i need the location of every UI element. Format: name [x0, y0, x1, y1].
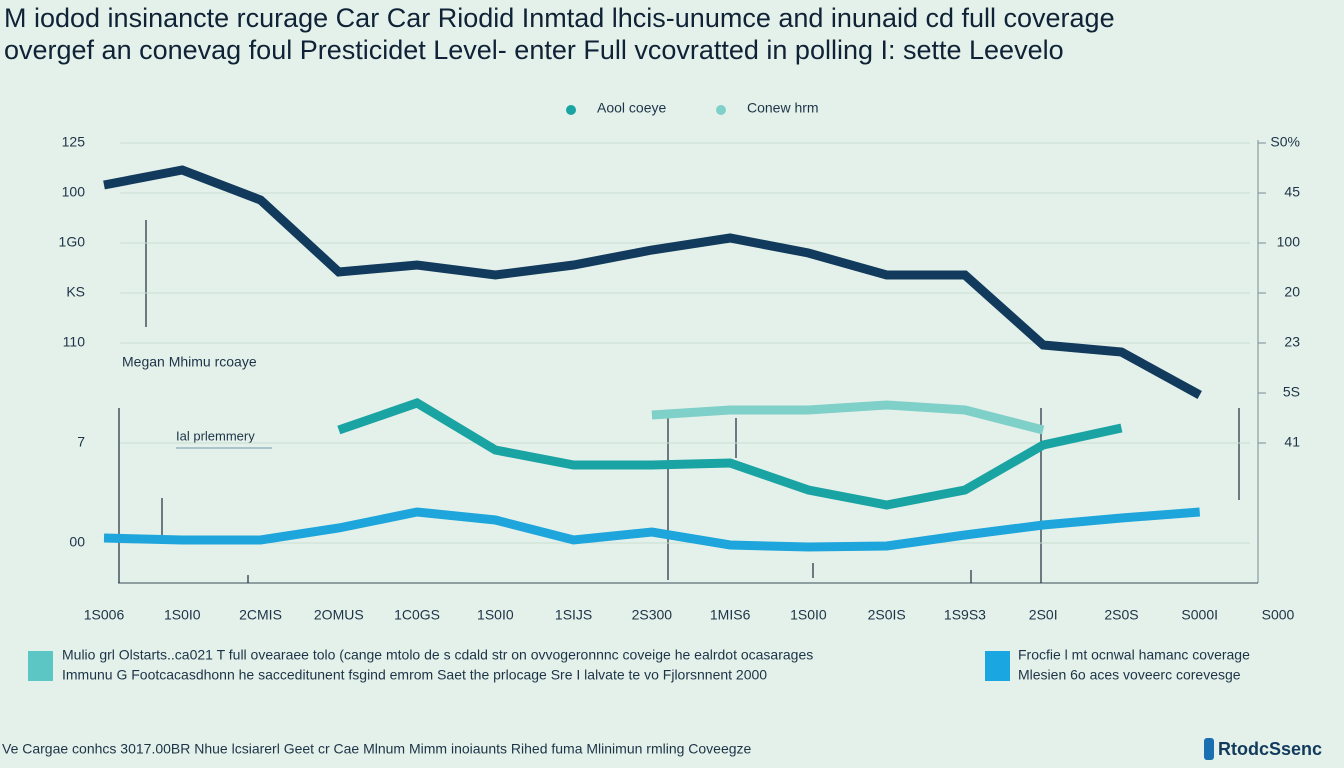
x-tick-label: 1S0I0	[477, 607, 514, 623]
x-tick-label: 1S0I0	[164, 607, 201, 623]
logo-icon	[1204, 738, 1214, 760]
y2-tick-label: 20	[1284, 284, 1300, 300]
footer: Ve Cargae conhcs 3017.00BR Nhue lcsiarer…	[2, 741, 752, 757]
note: Immunu G Footcacasdhonn he sacceditunent…	[62, 667, 767, 683]
annotation: Ial prlemmery	[176, 428, 255, 443]
line-series	[337, 398, 1123, 510]
x-tick-label: 1S0I0	[790, 607, 827, 623]
x-tick-label: 2S300	[632, 607, 673, 623]
legend-marker	[566, 105, 576, 115]
annotation: Megan Mhimu rcoaye	[122, 354, 257, 370]
y-tick-label: 110	[63, 334, 86, 350]
y-tick-label: 00	[69, 534, 85, 550]
x-tick-label: 1MIS6	[710, 607, 751, 623]
x-tick-label: 2CMIS	[239, 607, 282, 623]
y2-tick-label: 100	[1277, 234, 1301, 250]
x-tick-label: 1S006	[84, 607, 125, 623]
chart-title: M iodod insinancte rcurage Car Car Riodi…	[4, 3, 1115, 33]
y-tick-label: KS	[66, 284, 85, 300]
x-tick-label: S000	[1262, 607, 1295, 623]
markers	[118, 220, 1240, 583]
note: Mlesien 6o aces voveerc corevesge	[1018, 667, 1241, 683]
logo: RtodcSsenc	[1218, 739, 1322, 759]
legend-box	[985, 651, 1010, 681]
x-tick-label: 2S0I	[1029, 607, 1058, 623]
line-series	[651, 400, 1045, 435]
legend-label: Aool coeye	[597, 100, 666, 116]
line-series	[103, 507, 1201, 552]
y2-tick-label: 5S	[1283, 384, 1300, 400]
x-tick-label: 2S0IS	[868, 607, 906, 623]
y-tick-label: 7	[77, 434, 85, 450]
line-series	[103, 165, 1202, 399]
y2-tick-label: 45	[1284, 184, 1300, 200]
y-tick-label: 125	[62, 134, 86, 150]
x-tick-label: 1C0GS	[394, 607, 440, 623]
x-tick-label: 2OMUS	[314, 607, 364, 623]
x-tick-label: 1SIJS	[555, 607, 592, 623]
chart-subtitle: overgef an conevag foul Presticidet Leve…	[4, 35, 1064, 65]
legend-marker	[716, 105, 726, 115]
legend-box	[28, 651, 53, 681]
note: Frocfie l mt ocnwal hamanc coverage	[1018, 647, 1250, 663]
y-tick-label: 100	[62, 184, 86, 200]
note: Mulio grl Olstarts..ca021 T full ovearae…	[62, 647, 813, 663]
legend-label: Conew hrm	[747, 100, 819, 116]
x-tick-label: S000I	[1181, 607, 1218, 623]
y2-tick-label: 23	[1284, 334, 1300, 350]
y2-tick-label: 41	[1284, 434, 1300, 450]
x-tick-label: 2S0S	[1104, 607, 1138, 623]
y-tick-label: 1G0	[59, 234, 86, 250]
x-tick-label: 1S9S3	[944, 607, 986, 623]
y2-tick-label: S0%	[1270, 134, 1300, 150]
